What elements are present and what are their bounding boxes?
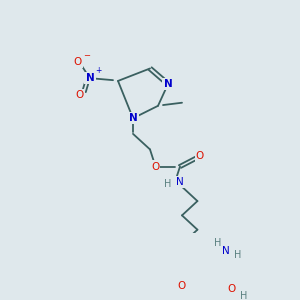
Text: H: H bbox=[240, 291, 247, 300]
Text: O: O bbox=[227, 284, 236, 294]
Text: N: N bbox=[164, 79, 172, 89]
Text: N: N bbox=[85, 73, 94, 83]
Text: N: N bbox=[222, 245, 229, 256]
Text: O: O bbox=[151, 161, 159, 172]
Text: H: H bbox=[234, 250, 241, 260]
Text: O: O bbox=[74, 57, 82, 67]
Text: O: O bbox=[196, 151, 204, 160]
Text: N: N bbox=[176, 177, 184, 187]
Text: N: N bbox=[129, 113, 137, 123]
Text: O: O bbox=[177, 281, 186, 291]
Text: H: H bbox=[164, 179, 172, 189]
Text: O: O bbox=[76, 90, 84, 100]
Text: H: H bbox=[214, 238, 221, 248]
Text: +: + bbox=[95, 66, 101, 75]
Text: −: − bbox=[83, 51, 91, 60]
